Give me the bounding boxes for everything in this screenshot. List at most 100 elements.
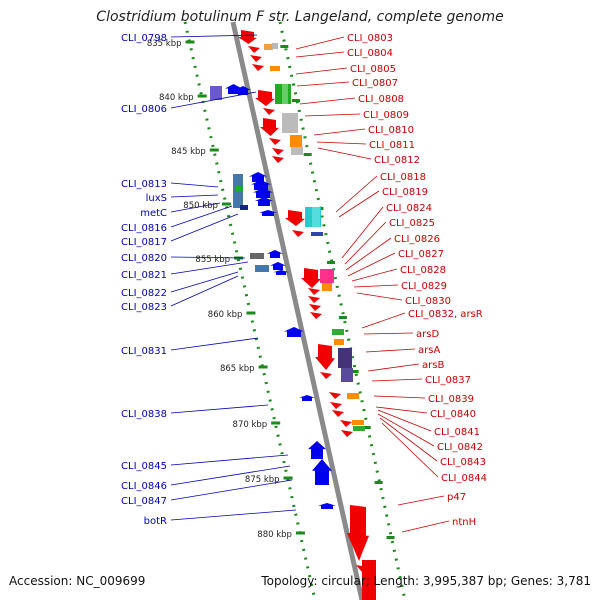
forward-gene — [340, 420, 352, 427]
gene-label-cli-0808[interactable]: CLI_0808 — [358, 94, 404, 105]
gene-label-cli-0837[interactable]: CLI_0837 — [425, 375, 471, 386]
scale-major-tick — [327, 261, 336, 264]
reverse-gene — [253, 188, 273, 198]
scale-label: 870 kbp — [233, 420, 268, 430]
map-title: Clostridium botulinum F str. Langeland, … — [96, 9, 504, 25]
gene-label-cli-0804[interactable]: CLI_0804 — [347, 48, 393, 59]
gene-label-cli-0818[interactable]: CLI_0818 — [380, 172, 426, 183]
reverse-gene — [255, 197, 273, 206]
cds-block — [210, 86, 222, 100]
gene-label-cli_0798[interactable]: CLI_0798 — [121, 33, 167, 44]
gene-label-cli-0840[interactable]: CLI_0840 — [430, 409, 476, 420]
scale-label: 850 kbp — [183, 201, 218, 211]
gene-label-cli-0807[interactable]: CLI_0807 — [352, 78, 398, 89]
cds-block — [235, 186, 243, 192]
scale-major-tick — [350, 370, 359, 373]
gene-label-arsb[interactable]: arsB — [422, 360, 444, 371]
gene-label-cli-0826[interactable]: CLI_0826 — [394, 234, 440, 245]
gene-label-luxs[interactable]: luxS — [146, 193, 167, 204]
gene-label-arsa[interactable]: arsA — [418, 345, 440, 356]
gene-label-cli-0829[interactable]: CLI_0829 — [401, 281, 447, 292]
gene-label-cli-0832-arsr[interactable]: CLI_0832, arsR — [408, 309, 483, 320]
cds-block — [270, 66, 280, 71]
gene-label-arsd[interactable]: arsD — [416, 329, 439, 340]
gene-label-cli-0830[interactable]: CLI_0830 — [405, 296, 451, 307]
cds-block — [334, 339, 344, 345]
gene-label-cli-0819[interactable]: CLI_0819 — [382, 187, 428, 198]
gene-label-cli_0806[interactable]: CLI_0806 — [121, 104, 167, 115]
gene-label-ntnh[interactable]: ntnH — [452, 517, 476, 528]
gene-leader-line — [170, 213, 239, 242]
gene-leader-line — [170, 261, 249, 275]
gene-label-cli_0845[interactable]: CLI_0845 — [121, 461, 167, 472]
forward-gene — [292, 230, 304, 237]
scale-major-tick — [292, 99, 301, 102]
forward-gene — [260, 118, 279, 136]
cds-block — [352, 420, 364, 425]
gene-label-metc[interactable]: metC — [140, 208, 167, 219]
gene-leader-line — [381, 422, 439, 478]
gene-label-cli_0813[interactable]: CLI_0813 — [121, 179, 167, 190]
reverse-gene — [267, 250, 283, 258]
forward-gene — [332, 410, 344, 417]
gene-leader-line — [295, 67, 348, 75]
gene-label-cli-0811[interactable]: CLI_0811 — [369, 140, 415, 151]
forward-gene — [310, 312, 322, 319]
gene-leader-line — [170, 275, 239, 307]
gene-label-cli_0831[interactable]: CLI_0831 — [121, 346, 167, 357]
forward-gene — [330, 402, 342, 409]
gene-leader-line — [365, 348, 416, 353]
gene-leader-line — [170, 271, 239, 293]
gene-label-cli-0827[interactable]: CLI_0827 — [398, 249, 444, 260]
forward-gene — [248, 46, 260, 53]
gene-label-cli-0803[interactable]: CLI_0803 — [347, 33, 393, 44]
forward-gene — [308, 288, 320, 295]
gene-leader-line — [377, 413, 435, 447]
gene-label-cli-0828[interactable]: CLI_0828 — [400, 265, 446, 276]
gene-label-cli-0810[interactable]: CLI_0810 — [368, 125, 414, 136]
reverse-gene — [273, 270, 289, 275]
gene-label-cli_0822[interactable]: CLI_0822 — [121, 288, 167, 299]
gene-label-cli-0842[interactable]: CLI_0842 — [437, 442, 483, 453]
gene-label-cli_0817[interactable]: CLI_0817 — [121, 237, 167, 248]
gene-leader-line — [367, 363, 420, 372]
gene-label-cli_0816[interactable]: CLI_0816 — [121, 223, 167, 234]
gene-label-botr[interactable]: botR — [144, 516, 167, 527]
gene-label-cli-0805[interactable]: CLI_0805 — [350, 64, 396, 75]
scale-label: 855 kbp — [195, 255, 230, 265]
cds-block — [291, 147, 303, 155]
gene-leader-line — [363, 332, 414, 335]
scale-major-tick — [362, 426, 371, 429]
forward-gene — [285, 210, 305, 226]
gene-label-cli_0823[interactable]: CLI_0823 — [121, 302, 167, 313]
forward-gene — [301, 268, 321, 288]
forward-gene — [341, 430, 353, 437]
reverse-gene — [235, 86, 251, 95]
reverse-gene — [249, 172, 267, 182]
gene-label-cli-0841[interactable]: CLI_0841 — [434, 427, 480, 438]
scale-major-tick — [271, 421, 281, 425]
gene-label-cli_0820[interactable]: CLI_0820 — [121, 253, 167, 264]
forward-gene — [309, 304, 321, 311]
gene-label-cli_0838[interactable]: CLI_0838 — [121, 409, 167, 420]
cds-block — [282, 84, 288, 104]
gene-label-cli_0847[interactable]: CLI_0847 — [121, 496, 167, 507]
gene-label-cli-0843[interactable]: CLI_0843 — [440, 457, 486, 468]
gene-label-cli_0846[interactable]: CLI_0846 — [121, 481, 167, 492]
gene-leader-line — [356, 292, 403, 301]
gene-label-cli-0824[interactable]: CLI_0824 — [386, 203, 432, 214]
gene-label-p47[interactable]: p47 — [447, 492, 466, 503]
gene-label-cli-0825[interactable]: CLI_0825 — [389, 218, 435, 229]
scale-major-tick — [246, 311, 256, 315]
cds-block — [250, 253, 264, 259]
gene-label-cli_0821[interactable]: CLI_0821 — [121, 270, 167, 281]
gene-label-cli-0844[interactable]: CLI_0844 — [441, 473, 487, 484]
gene-leader-line — [170, 256, 246, 259]
forward-gene — [252, 64, 264, 71]
gene-label-cli-0809[interactable]: CLI_0809 — [363, 110, 409, 121]
gene-label-cli-0839[interactable]: CLI_0839 — [428, 394, 474, 405]
reverse-gene — [299, 395, 315, 401]
gene-label-cli-0812[interactable]: CLI_0812 — [374, 155, 420, 166]
forward-gene — [308, 296, 320, 303]
scale-major-tick — [283, 476, 293, 480]
